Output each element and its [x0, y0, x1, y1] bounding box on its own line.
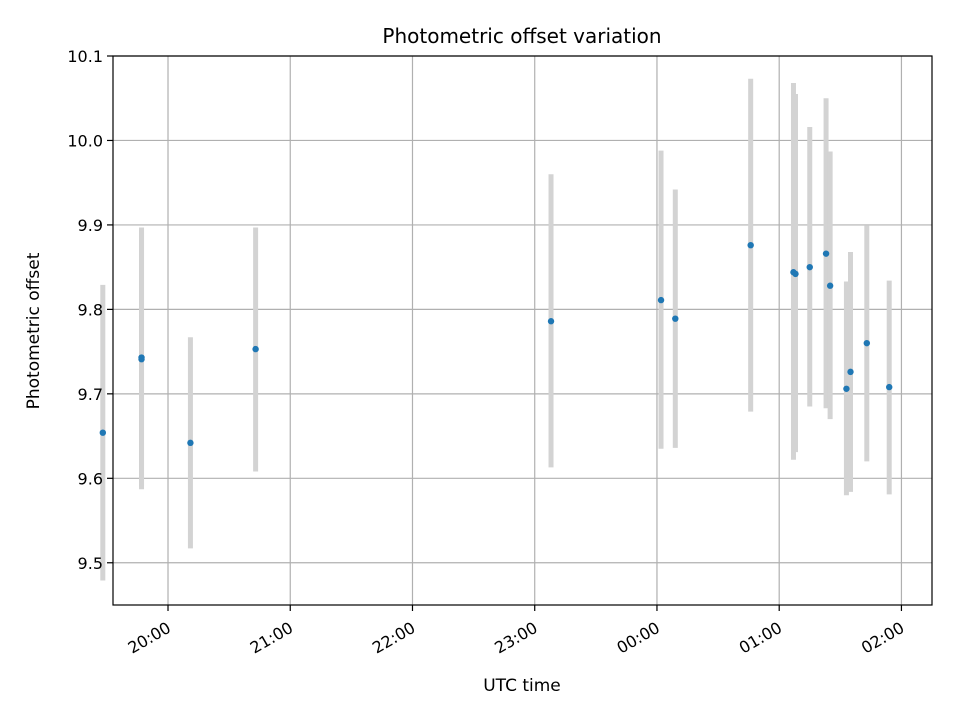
plot-frame [112, 55, 933, 606]
x-tick-label: 01:00 [736, 618, 785, 658]
data-point [822, 250, 830, 257]
y-tick-label: 10.0 [67, 131, 103, 150]
data-point [886, 383, 893, 391]
y-tick-label: 9.8 [78, 300, 103, 319]
y-axis-label: Photometric offset [24, 252, 44, 409]
x-tick-label: 00:00 [614, 618, 663, 658]
y-tick-label: 9.5 [78, 554, 103, 573]
data-points [99, 241, 893, 447]
data-point [747, 241, 754, 249]
x-tick-label: 21:00 [247, 618, 296, 658]
y-axis-ticks: 9.5 9.6 9.7 9.8 9.9 10.0 10.1 [67, 47, 113, 573]
x-axis-label: UTC time [483, 676, 561, 696]
y-tick-label: 10.1 [67, 47, 103, 66]
x-axis-ticks: 20:00 21:00 22:00 23:00 00:00 01:00 02:00 [125, 605, 907, 658]
x-tick-label: 02:00 [858, 618, 907, 658]
data-point [547, 318, 555, 325]
data-point [99, 429, 107, 436]
data-point [672, 315, 679, 322]
data-point [826, 282, 834, 289]
data-point [863, 339, 871, 347]
data-point [843, 385, 850, 392]
data-point [657, 296, 665, 304]
data-point [138, 354, 145, 361]
data-point [252, 345, 259, 353]
data-point [806, 263, 813, 271]
x-tick-label: 20:00 [125, 618, 174, 658]
error-bars [100, 78, 892, 581]
y-tick-label: 9.9 [78, 216, 103, 235]
data-point [847, 368, 854, 376]
x-tick-label: 22:00 [369, 618, 418, 658]
data-point [187, 439, 194, 447]
y-tick-label: 9.6 [78, 469, 103, 488]
x-tick-label: 23:00 [491, 618, 540, 658]
data-point [792, 270, 799, 278]
chart-title: Photometric offset variation [382, 24, 661, 48]
y-tick-label: 9.7 [78, 385, 103, 404]
